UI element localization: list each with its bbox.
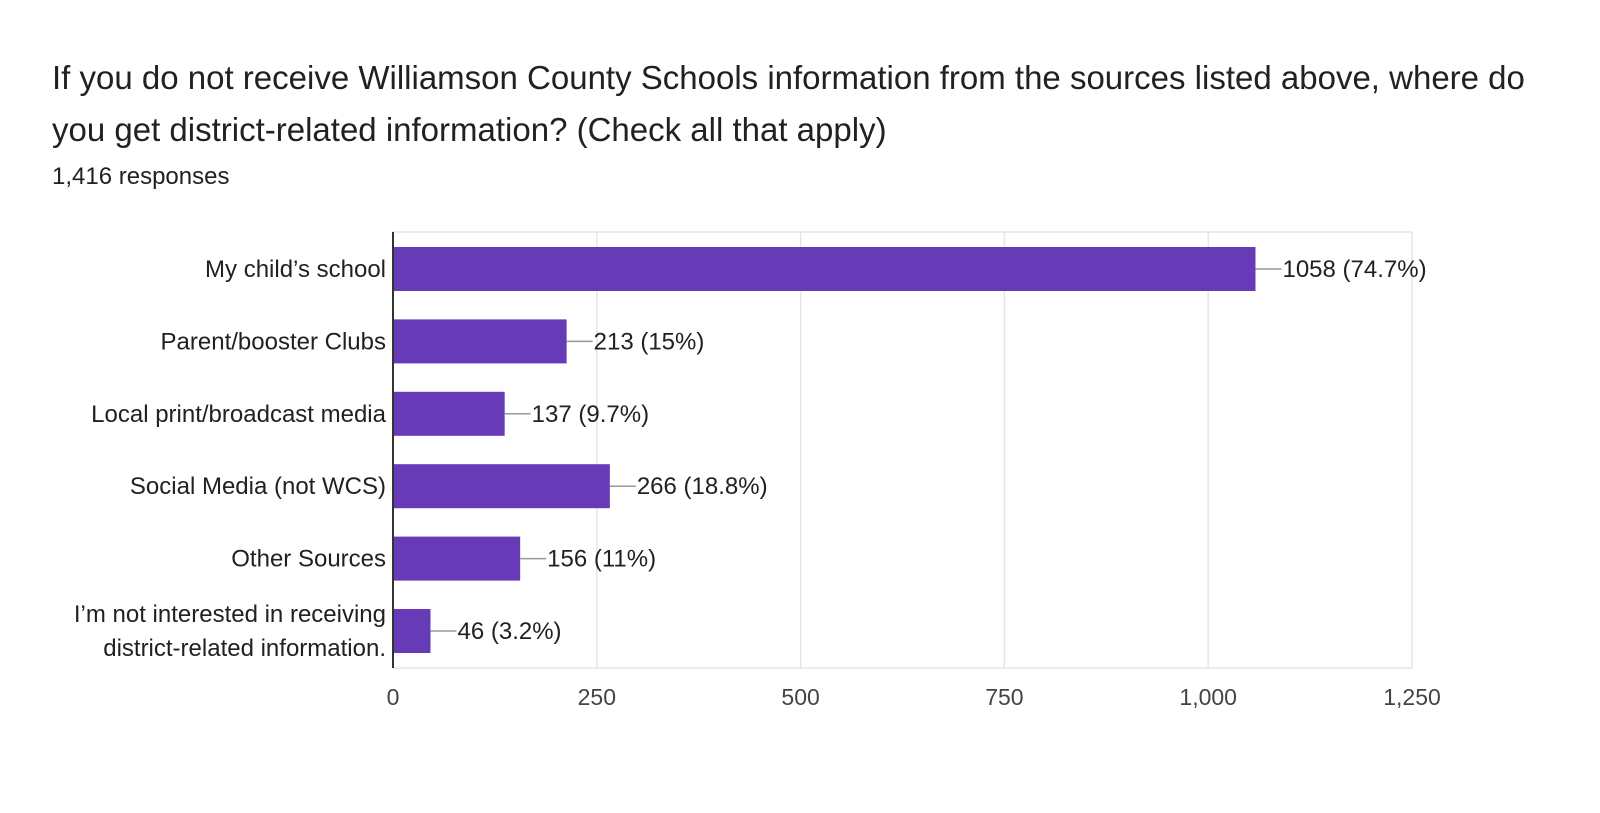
bar [393,536,521,581]
bar [393,319,567,364]
bar [393,609,431,653]
category-label: Local print/broadcast media [91,401,386,428]
category-label: Other Sources [231,546,386,573]
bar [393,247,1256,291]
data-label: 137 (9.7%) [532,401,649,428]
x-tick-label: 1,000 [1179,684,1237,710]
category-label: My child’s school [205,256,386,283]
x-tick-label: 0 [387,684,400,710]
chart-title: If you do not receive Williamson County … [52,59,1525,148]
bar [393,464,610,509]
category-label: Social Media (not WCS) [130,473,386,500]
response-count: 1,416 responses [52,163,230,190]
chart-header: If you do not receive Williamson County … [52,52,1552,192]
x-tick-label: 250 [578,684,616,710]
data-label: 213 (15%) [594,328,705,355]
x-tick-label: 750 [985,684,1023,710]
data-label: 266 (18.8%) [637,473,768,500]
data-label: 1058 (74.7%) [1282,256,1426,283]
x-tick-label: 500 [781,684,819,710]
data-label: 156 (11%) [547,546,656,573]
data-label: 46 (3.2%) [457,618,561,645]
bar [393,391,505,436]
category-label: Parent/booster Clubs [161,328,386,355]
category-label: district-related information. [103,635,386,662]
x-tick-label: 1,250 [1383,684,1441,710]
category-label: I’m not interested in receiving [74,601,386,628]
